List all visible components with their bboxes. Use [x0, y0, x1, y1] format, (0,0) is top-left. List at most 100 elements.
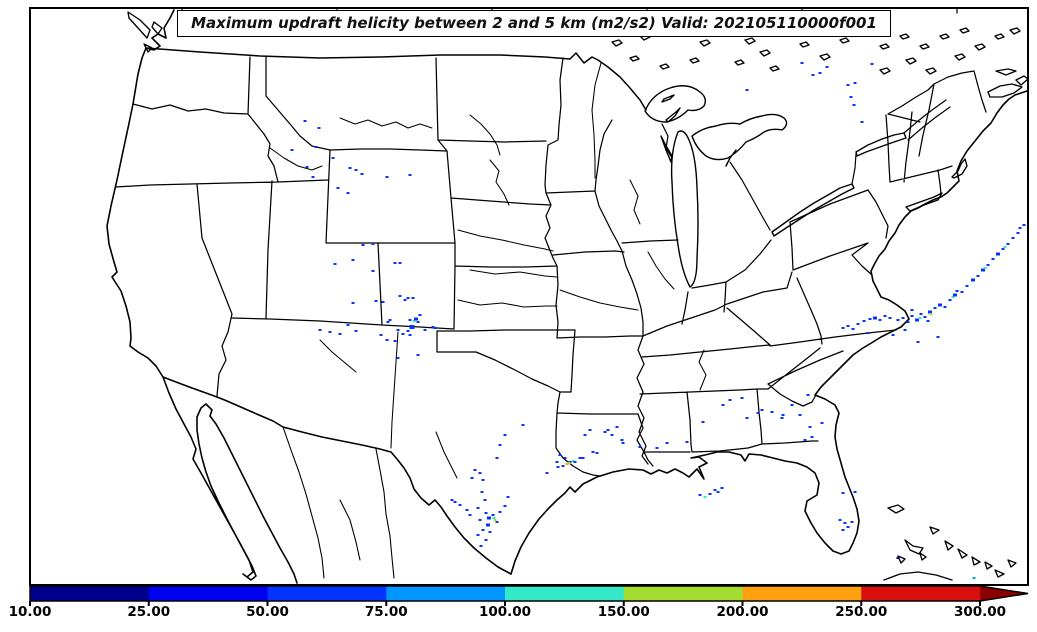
helicity-point [868, 318, 872, 320]
helicity-point [888, 317, 892, 319]
helicity-point [760, 409, 764, 411]
colorbar-tick-label: 250.00 [835, 604, 888, 620]
helicity-point [481, 479, 485, 481]
helicity-point [360, 173, 364, 175]
helicity-point [351, 302, 355, 304]
helicity-point [487, 516, 491, 520]
helicity-point [698, 494, 702, 496]
helicity-point [721, 404, 725, 406]
helicity-point [484, 539, 488, 541]
helicity-point [478, 519, 482, 521]
helicity-point [555, 461, 559, 463]
helicity-point [910, 309, 914, 311]
helicity-point [991, 258, 995, 260]
helicity-point [841, 327, 845, 329]
helicity-point [862, 320, 866, 322]
helicity-point [820, 422, 824, 424]
helicity-point [348, 167, 352, 169]
colorbar-tick-label: 50.00 [246, 604, 289, 620]
lake-ontario [855, 132, 907, 157]
helicity-point [423, 329, 427, 331]
helicity-point [408, 334, 412, 336]
helicity-point [567, 462, 571, 464]
helicity-point [468, 514, 472, 516]
helicity-point [849, 96, 853, 98]
helicity-point [303, 120, 307, 122]
helicity-point [981, 268, 985, 272]
helicity-point [933, 307, 937, 309]
helicity-point [336, 187, 340, 189]
helicity-point [556, 466, 560, 468]
helicity-point [655, 447, 659, 449]
helicity-point [621, 442, 625, 444]
data-points [290, 62, 1026, 579]
helicity-point [951, 296, 955, 298]
helicity-point [408, 319, 412, 321]
helicity-point [720, 487, 724, 489]
helicity-point [948, 299, 952, 301]
colorbar-segment [861, 586, 981, 601]
helicity-point [971, 278, 975, 282]
helicity-point [953, 293, 957, 297]
helicity-point [825, 66, 829, 68]
helicity-point [470, 477, 474, 479]
helicity-point [354, 169, 358, 171]
helicity-point [1016, 232, 1020, 234]
colorbar-segment [505, 586, 625, 601]
helicity-point [398, 295, 402, 297]
colorbar-tick-label: 300.00 [953, 604, 1007, 620]
colorbar-tick-label: 25.00 [127, 604, 171, 620]
helicity-point [701, 421, 705, 423]
helicity-point [938, 303, 942, 307]
helicity-point [545, 472, 549, 474]
helicity-point [1011, 237, 1015, 239]
colorbar-tick-label: 100.00 [478, 604, 532, 620]
helicity-point [878, 319, 882, 321]
colorbar-segment [386, 586, 506, 601]
helicity-point [965, 285, 969, 287]
helicity-point [770, 411, 774, 413]
helicity-point [851, 328, 855, 330]
helicity-point [870, 63, 874, 65]
helicity-point [393, 340, 397, 342]
helicity-point [1018, 227, 1022, 229]
helicity-point [581, 457, 585, 459]
helicity-point [811, 74, 815, 76]
helicity-point [331, 157, 335, 159]
helicity-point [808, 426, 812, 428]
pacific-coastline [106, 9, 298, 584]
helicity-point [976, 275, 980, 277]
helicity-point [338, 333, 342, 335]
helicity-point [745, 417, 749, 419]
helicity-point [843, 522, 847, 524]
helicity-point [412, 320, 416, 322]
helicity-point [906, 321, 910, 323]
helicity-point [926, 320, 930, 322]
helicity-point [891, 334, 895, 336]
helicity-point [638, 446, 642, 448]
helicity-point [493, 519, 497, 521]
helicity-point [850, 521, 854, 523]
lake-michigan [660, 130, 699, 288]
gulf-atlantic-coastline [510, 90, 1028, 575]
helicity-point [916, 341, 920, 343]
helicity-point [1022, 224, 1026, 226]
helicity-point [923, 316, 927, 318]
helicity-point [583, 434, 587, 436]
lake-superior [644, 85, 707, 123]
state-borders [115, 56, 987, 477]
map-geography [106, 9, 1028, 584]
helicity-point [416, 321, 420, 323]
helicity-point [521, 424, 525, 426]
colorbar-outline [29, 585, 1029, 602]
helicity-point [416, 354, 420, 356]
helicity-point [665, 442, 669, 444]
great-lakes [644, 85, 951, 288]
helicity-point [354, 330, 358, 332]
helicity-point [841, 529, 845, 531]
helicity-point [620, 439, 624, 441]
helicity-point [317, 127, 321, 129]
helicity-point [883, 315, 887, 317]
